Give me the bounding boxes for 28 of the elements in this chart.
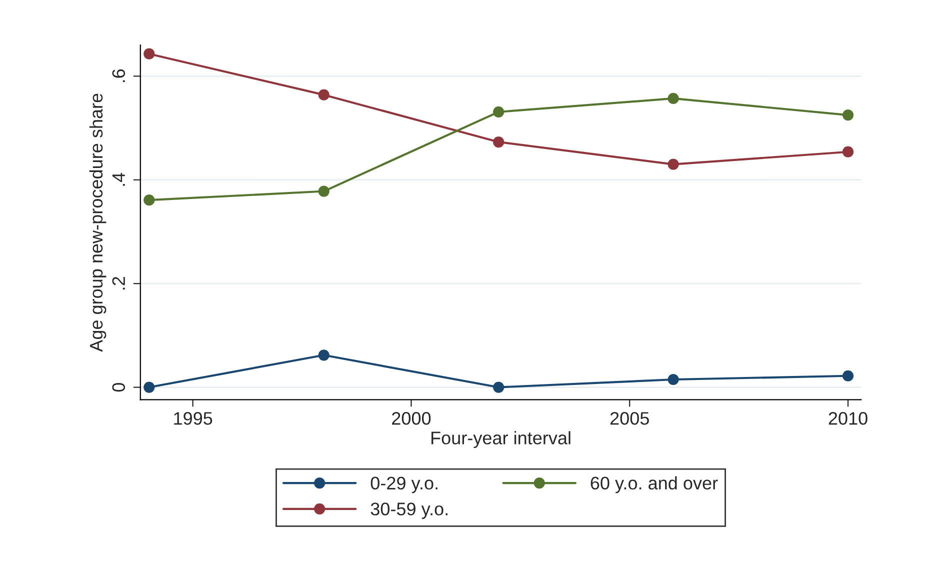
point [493,136,504,148]
x-tick-label: 2010 [828,412,868,425]
point [668,374,679,386]
legend-label: 0-29 y.o. [370,476,438,494]
y-tick-label: .2 [112,276,125,290]
point [842,109,854,121]
legend-label: 30-59 y.o. [370,502,448,519]
point [318,350,330,361]
point [842,146,854,158]
x-tick-label: 2005 [610,412,649,425]
legend-label: 60 y.o. and over [590,476,718,494]
point [144,48,155,60]
point [842,370,854,382]
y-tick-label: .6 [112,69,126,82]
point [318,186,330,197]
y-tick-label: 0 [112,382,126,392]
point [144,194,155,206]
point [493,382,504,393]
x-tick-label: 1995 [174,412,212,425]
point [493,106,504,118]
x-axis-title: Four-year interval [432,431,570,448]
point [668,92,679,104]
point [318,89,330,100]
point [144,382,155,393]
x-tick-label: 2000 [392,412,431,425]
y-axis-title: Age group new-procedure share [89,94,106,352]
point [668,158,679,170]
y-tick-label: .4 [112,172,125,186]
